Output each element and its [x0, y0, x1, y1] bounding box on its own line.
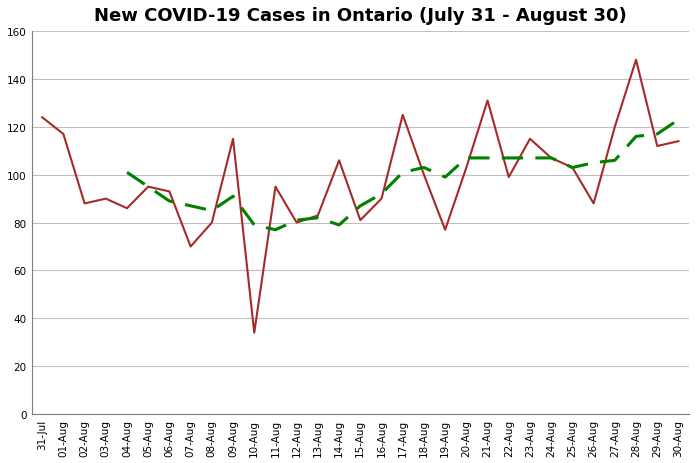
Title: New COVID-19 Cases in Ontario (July 31 - August 30): New COVID-19 Cases in Ontario (July 31 -… — [94, 7, 626, 25]
